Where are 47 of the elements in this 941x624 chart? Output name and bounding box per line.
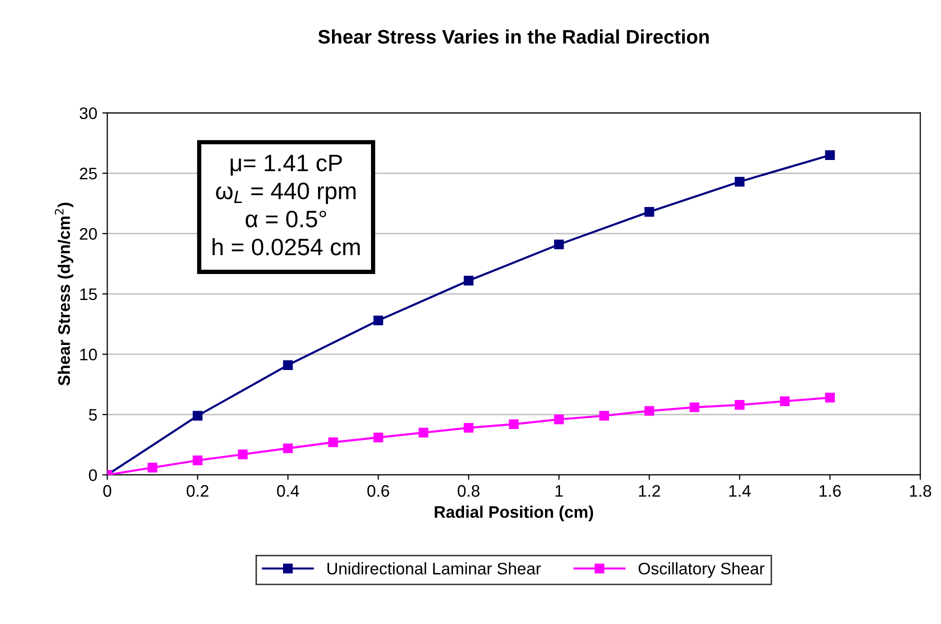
point bbox=[644, 207, 654, 217]
point bbox=[192, 456, 202, 466]
point bbox=[780, 396, 790, 406]
y-tick-label: 30 bbox=[80, 107, 97, 120]
y-tick-label: 25 bbox=[80, 168, 97, 180]
point bbox=[825, 392, 835, 403]
y-tick-label: 15 bbox=[80, 288, 97, 300]
point bbox=[644, 406, 654, 416]
point bbox=[328, 437, 338, 448]
x-tick-label: 0.2 bbox=[186, 485, 208, 497]
point bbox=[283, 360, 293, 370]
point bbox=[554, 240, 564, 250]
chart-title: Shear Stress Varies in the Radial Direction bbox=[318, 29, 709, 44]
x-tick-label: 0.4 bbox=[277, 485, 300, 497]
y-tick-label: 0 bbox=[88, 469, 97, 482]
x-tick-label: 0 bbox=[103, 485, 112, 497]
point bbox=[283, 443, 293, 454]
y-tick-label: 10 bbox=[80, 348, 97, 360]
point bbox=[373, 316, 384, 326]
y-axis-title: Shear Stress (dyn/cm$^{2}$) bbox=[54, 202, 74, 386]
point bbox=[192, 410, 202, 421]
point bbox=[690, 402, 700, 412]
x-tick-label: 1.2 bbox=[638, 485, 660, 497]
legend-label: Oscillatory Shear bbox=[638, 562, 764, 578]
point bbox=[418, 428, 428, 438]
point bbox=[508, 419, 519, 430]
point bbox=[148, 462, 158, 472]
point bbox=[734, 400, 744, 410]
x-axis-title: Radial Position (cm) bbox=[434, 506, 594, 522]
x-tick-label: 1.6 bbox=[820, 485, 841, 497]
x-tick-label: 0.6 bbox=[367, 485, 390, 497]
point bbox=[464, 276, 474, 286]
x-tick-label: 0.8 bbox=[458, 485, 480, 497]
legend-label: Unidirectional Laminar Shear bbox=[328, 562, 541, 574]
point bbox=[825, 150, 835, 160]
annotation: μ= 1.41 cP ω$_{L}$ = 440 rpm α = 0.5° h = 0.0254 cm bbox=[212, 154, 360, 256]
x-tick-label: 1.4 bbox=[729, 485, 751, 497]
point bbox=[554, 414, 564, 424]
x-tick-label: 1 bbox=[556, 485, 563, 497]
point bbox=[373, 432, 384, 442]
point bbox=[238, 449, 248, 460]
y-tick-label: 5 bbox=[88, 409, 97, 421]
point bbox=[599, 410, 609, 421]
y-tick-label: 20 bbox=[80, 228, 97, 240]
point bbox=[464, 422, 474, 433]
point bbox=[734, 176, 744, 187]
x-tick-label: 1.8 bbox=[910, 485, 932, 497]
